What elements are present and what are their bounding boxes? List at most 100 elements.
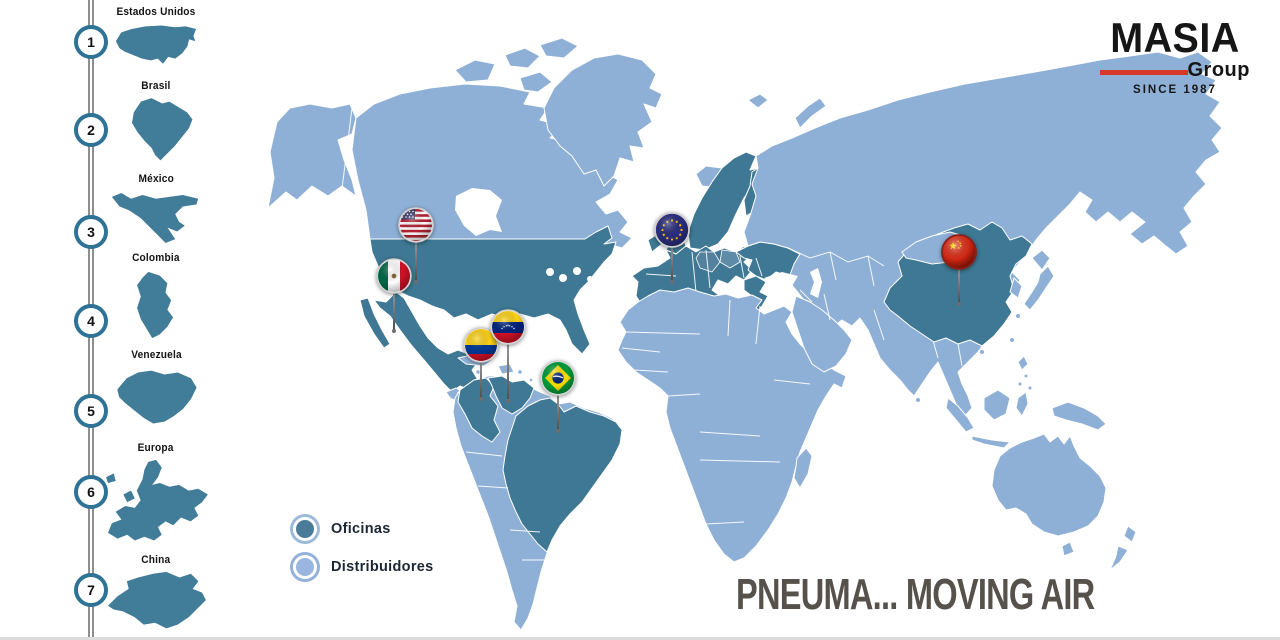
tasmania-shape xyxy=(1061,541,1075,557)
colombia-map-thumbnail xyxy=(137,271,174,339)
step-number: 6 xyxy=(87,484,95,500)
taiwan-shape xyxy=(1009,337,1015,343)
sidebar-item-venezuela: Venezuela xyxy=(96,349,216,433)
scandinavia-shape xyxy=(687,151,759,251)
pin-stick xyxy=(670,246,674,284)
map-legend: Oficinas Distribuidores xyxy=(290,514,434,590)
sidebar-item-label: Brasil xyxy=(141,80,171,92)
timeline-step-7: 7 xyxy=(74,573,108,607)
germany-shade xyxy=(695,251,721,273)
pin-stick xyxy=(392,292,396,333)
venezuela-map-thumbnail xyxy=(117,370,197,424)
map-pin-brazil xyxy=(540,360,576,433)
eu-flag-icon xyxy=(654,212,690,248)
distributor-marker-icon xyxy=(293,555,317,579)
legend-label: Oficinas xyxy=(331,521,391,537)
timeline-step-6: 6 xyxy=(74,475,108,509)
sidebar-item-europa: Europa xyxy=(96,442,216,554)
pin-stick xyxy=(479,361,483,401)
arabia-shape xyxy=(791,295,853,373)
legend-row-oficinas: Oficinas xyxy=(290,514,434,544)
step-number: 5 xyxy=(87,403,95,419)
europe-borders xyxy=(645,249,763,293)
brasil-map-thumbnail xyxy=(132,98,193,161)
legend-label: Distribuidores xyxy=(331,559,434,575)
pin-stick xyxy=(414,241,418,284)
timeline-step-2: 2 xyxy=(74,113,108,147)
step-number: 1 xyxy=(87,34,95,50)
pin-stick xyxy=(556,394,560,433)
great-lakes xyxy=(546,267,593,282)
hudson-bay xyxy=(455,188,502,236)
china-flag-icon xyxy=(941,234,977,270)
tagline: PNEUMA... MOVING AIR xyxy=(736,570,1095,619)
new-zealand-south xyxy=(1109,545,1129,571)
hainan-shape xyxy=(979,349,985,355)
japan-shapes xyxy=(1015,249,1055,319)
sidebar-item-china: China xyxy=(96,554,216,634)
sidebar-item-label: Venezuela xyxy=(130,349,182,361)
pin-stick xyxy=(506,343,510,403)
timeline-step-3: 3 xyxy=(74,215,108,249)
poland-shade xyxy=(719,249,741,269)
colombia-shape xyxy=(457,377,501,443)
office-marker-icon xyxy=(293,517,317,541)
pin-stick xyxy=(957,268,961,306)
indonesia-shapes xyxy=(945,389,1107,449)
sidebar-item-mexico: México xyxy=(96,173,216,247)
brazil-shape xyxy=(502,397,623,553)
sidebar-item-label: Colombia xyxy=(132,252,180,264)
korea-shape xyxy=(1009,277,1023,299)
bottom-edge-line xyxy=(0,637,1280,640)
south-america-group xyxy=(452,375,623,631)
legend-row-distribuidores: Distribuidores xyxy=(290,552,434,582)
masia-group-logo: MASIA Group SINCE 1987 xyxy=(1100,14,1250,96)
oceania-group xyxy=(991,433,1137,571)
sidebar-item-estados-unidos: Estados Unidos xyxy=(96,6,216,76)
logo-since: SINCE 1987 xyxy=(1133,84,1217,96)
map-pin-venezuela xyxy=(490,309,526,403)
sidebar-item-brasil: Brasil xyxy=(96,80,216,166)
logo-row: Group xyxy=(1100,60,1250,80)
madagascar-shape xyxy=(793,447,813,489)
logo-title: MASIA xyxy=(1110,14,1240,61)
map-pin-europe xyxy=(654,212,690,284)
timeline-step-4: 4 xyxy=(74,304,108,338)
mexico-flag-icon xyxy=(376,258,412,294)
alaska-shape xyxy=(267,103,357,209)
logo-subtitle: Group xyxy=(1187,59,1250,81)
step-number: 4 xyxy=(87,313,95,329)
novaya-zemlya xyxy=(794,97,827,129)
greenland-shape xyxy=(543,53,663,187)
sidebar-item-label: México xyxy=(138,173,174,185)
mexico-baja-shape xyxy=(359,297,391,349)
usa-flag-icon xyxy=(398,207,434,243)
step-number: 7 xyxy=(87,582,95,598)
map-pin-usa xyxy=(398,207,434,284)
sidebar-item-label: China xyxy=(141,554,171,566)
timeline-step-1: 1 xyxy=(74,25,108,59)
venezuela-flag-icon xyxy=(490,309,526,345)
sidebar-item-label: Estados Unidos xyxy=(116,6,196,18)
australia-shape xyxy=(991,433,1107,537)
black-sea xyxy=(764,272,798,286)
logo-red-line xyxy=(1100,70,1188,75)
new-zealand-north xyxy=(1123,525,1137,543)
china-map-thumbnail xyxy=(108,571,206,629)
sidebar-item-colombia: Colombia xyxy=(96,252,216,342)
brazil-flag-icon xyxy=(540,360,576,396)
europa-map-thumbnail xyxy=(106,459,208,541)
usa-shape xyxy=(369,225,617,355)
north-america-group xyxy=(267,37,663,249)
venezuela-shape xyxy=(487,375,535,415)
map-pin-china xyxy=(941,234,977,306)
map-pin-colombia xyxy=(463,327,499,401)
caspian-sea xyxy=(810,268,822,298)
africa-borders xyxy=(621,299,811,525)
mexico-map-thumbnail xyxy=(111,193,199,243)
philippines-shapes xyxy=(1017,355,1033,391)
usa-map-thumbnail xyxy=(115,25,197,64)
sri-lanka-shape xyxy=(915,397,921,403)
svalbard xyxy=(747,93,769,109)
